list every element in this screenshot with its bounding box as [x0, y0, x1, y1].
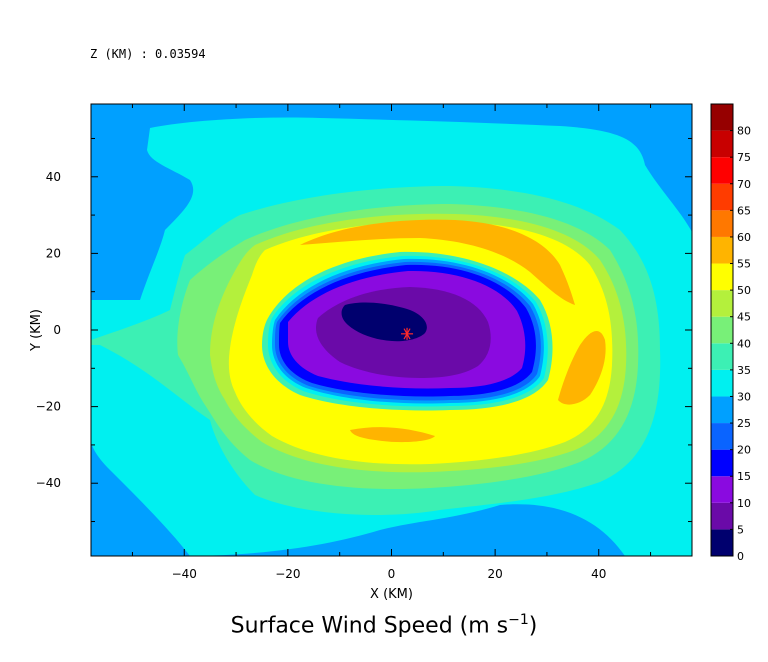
- colorbar-swatch: [711, 183, 733, 211]
- x-tick-label: 20: [487, 567, 502, 581]
- colorbar-label: 75: [737, 151, 751, 164]
- x-tick-label: −40: [172, 567, 197, 581]
- level-label: Z (KM) : 0.03594: [90, 47, 206, 61]
- colorbar-swatch: [711, 210, 733, 237]
- colorbar-swatch: [711, 343, 733, 370]
- colorbar-label: 80: [737, 125, 751, 138]
- colorbar-label: 30: [737, 390, 751, 403]
- colorbar-label: 5: [737, 523, 744, 536]
- chart-title-exponent: −1: [508, 612, 529, 628]
- colorbar-swatch: [711, 157, 733, 184]
- y-axis-label: Y (KM): [29, 309, 44, 352]
- colorbar-swatch: [711, 502, 733, 530]
- colorbar-swatch: [711, 130, 733, 158]
- colorbar-label: 0: [737, 550, 744, 563]
- colorbar-swatch: [711, 396, 733, 424]
- y-tick-label: −40: [36, 476, 61, 490]
- colorbar-label: 60: [737, 231, 751, 244]
- x-tick-label: 40: [591, 567, 606, 581]
- colorbar-swatch: [711, 263, 733, 291]
- chart-title-text: Surface Wind Speed (m s: [230, 613, 509, 639]
- y-tick-label: 20: [46, 246, 61, 260]
- colorbar-label: 25: [737, 417, 751, 430]
- colorbar-label: 45: [737, 311, 751, 324]
- storm-center-marker: [401, 327, 414, 340]
- x-axis-label: X (KM): [370, 587, 413, 602]
- y-tick-label: −20: [36, 400, 61, 414]
- colorbar-swatch: [711, 476, 733, 503]
- chart-title: Surface Wind Speed (m s−1): [0, 612, 768, 638]
- colorbar-swatch: [711, 423, 733, 450]
- colorbar-label: 15: [737, 470, 751, 483]
- colorbar-label: 65: [737, 204, 751, 217]
- colorbar-label: 70: [737, 178, 751, 191]
- colorbar-frame: [710, 103, 734, 557]
- colorbar-swatch: [711, 290, 733, 317]
- band-55-60-east: [558, 330, 606, 405]
- colorbar-label: 50: [737, 284, 751, 297]
- band-55-60-south: [350, 427, 435, 443]
- wind-field: [91, 104, 692, 556]
- colorbar-label: 55: [737, 258, 751, 271]
- y-tick-label: 40: [46, 170, 61, 184]
- chart-title-close: ): [528, 613, 538, 639]
- colorbar-swatch: [711, 316, 733, 344]
- wind-speed-chart: −40 −20 0 20 40 −40 −20 0 20 40 X (KM) Y (KM) 0 5 10 15…: [29, 103, 751, 602]
- x-tick-label: −20: [275, 567, 300, 581]
- colorbar-label: 20: [737, 444, 751, 457]
- colorbar-swatch: [711, 449, 733, 477]
- y-tick-label: 0: [53, 323, 61, 337]
- colorbar-label: 10: [737, 497, 751, 510]
- colorbar-label: 40: [737, 337, 751, 350]
- colorbar-swatch: [711, 529, 733, 556]
- colorbar-swatch: [711, 104, 733, 131]
- colorbar-label: 35: [737, 364, 751, 377]
- colorbar-swatch: [711, 236, 733, 264]
- band-55-60-north: [300, 219, 575, 305]
- colorbar-swatch: [711, 369, 733, 397]
- x-tick-label: 0: [388, 567, 396, 581]
